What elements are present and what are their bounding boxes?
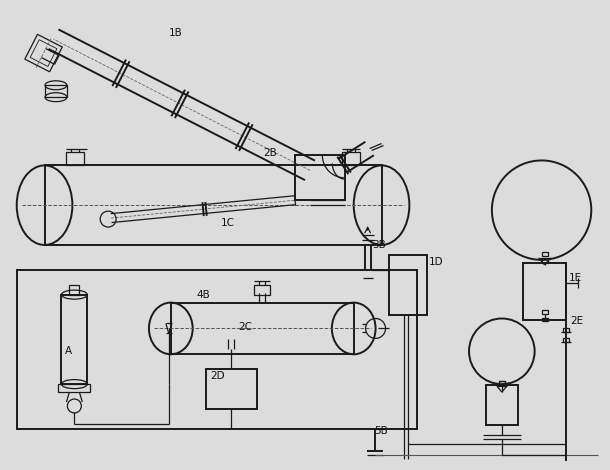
Bar <box>45 165 381 245</box>
Text: 4B: 4B <box>196 290 210 300</box>
Bar <box>66 152 84 165</box>
Text: 2D: 2D <box>210 371 225 381</box>
Bar <box>16 270 417 429</box>
Bar <box>542 252 548 256</box>
Bar <box>499 381 505 385</box>
Bar <box>254 285 270 295</box>
Bar <box>542 318 548 321</box>
Bar <box>295 156 345 200</box>
Bar <box>499 381 505 385</box>
Bar <box>45 85 67 97</box>
Text: A: A <box>65 346 71 356</box>
Text: 1E: 1E <box>569 273 581 283</box>
Text: 5B: 5B <box>375 426 389 436</box>
Bar <box>206 369 257 409</box>
Bar <box>486 385 518 425</box>
Bar <box>59 384 90 392</box>
Bar <box>390 255 427 314</box>
Bar <box>564 329 569 332</box>
Bar <box>542 259 548 263</box>
Bar <box>342 152 360 165</box>
Bar <box>62 295 87 384</box>
Text: 3B: 3B <box>373 240 386 250</box>
Bar <box>564 338 569 342</box>
Text: 2B: 2B <box>264 149 277 158</box>
Text: 1D: 1D <box>429 257 444 267</box>
Bar <box>171 303 354 354</box>
Text: 1C: 1C <box>220 218 234 228</box>
Text: 1B: 1B <box>169 28 182 38</box>
Text: 2C: 2C <box>239 322 253 332</box>
Bar <box>542 310 548 313</box>
Bar <box>70 285 79 295</box>
Text: 2E: 2E <box>570 316 584 327</box>
Bar <box>523 263 567 321</box>
